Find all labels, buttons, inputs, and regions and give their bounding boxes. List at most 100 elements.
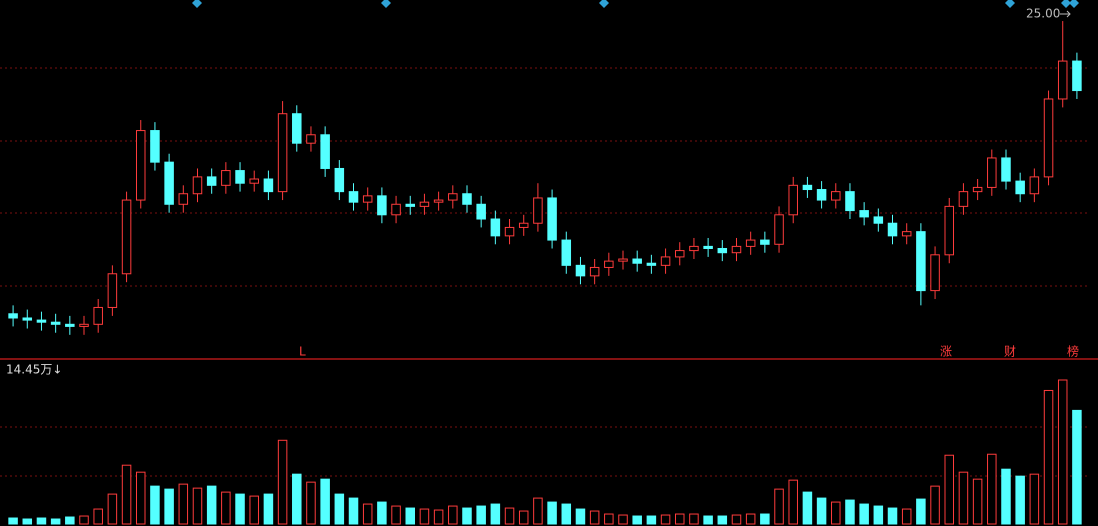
candle-body: [518, 222, 529, 228]
candle-body: [50, 321, 61, 325]
volume-bar: [476, 505, 486, 525]
candle-body: [192, 176, 203, 195]
volume-bar: [589, 510, 600, 525]
volume-bar: [377, 501, 387, 525]
candle-body: [8, 313, 18, 319]
candle-body: [774, 214, 784, 245]
volume-bar: [660, 514, 671, 525]
candle-body: [433, 199, 444, 203]
marker: [381, 0, 391, 8]
volume-bar: [50, 518, 61, 525]
candle-body: [660, 256, 671, 266]
candle-body: [135, 130, 146, 201]
volume-bar: [490, 503, 501, 525]
volume-bar: [916, 498, 926, 525]
candle-body: [547, 197, 557, 241]
volume-bar: [533, 497, 543, 525]
volume-bar: [277, 439, 288, 525]
candle-body: [292, 113, 302, 144]
volume-bar: [1029, 473, 1040, 525]
volume-bar: [348, 497, 359, 525]
volume-bar: [22, 518, 33, 525]
candle-body: [604, 260, 614, 268]
candle-body: [504, 226, 515, 237]
volume-bar: [745, 513, 756, 525]
candle-body: [121, 199, 132, 275]
volume-bar: [689, 513, 699, 525]
volume-bar: [362, 503, 373, 525]
candle-body: [79, 323, 89, 327]
candle-body: [618, 258, 628, 262]
candle-body: [306, 134, 316, 144]
candle-body: [930, 254, 940, 292]
candle-body: [476, 203, 486, 220]
volume-bar: [391, 505, 401, 525]
volume-bar: [107, 493, 118, 525]
candle-body: [1029, 176, 1040, 195]
candle-body: [958, 191, 969, 207]
marker: [1069, 0, 1079, 8]
event-marker: 榜: [1067, 344, 1079, 359]
candle-body: [731, 245, 742, 254]
candle-body: [575, 264, 586, 277]
candle-body: [717, 247, 728, 254]
volume-bar: [178, 483, 189, 525]
marker: [1005, 0, 1015, 8]
top-markers: [192, 0, 1079, 8]
event-marker: L: [299, 345, 306, 359]
volume-bar: [249, 495, 259, 525]
volume-bar: [150, 485, 160, 525]
candle-body: [1072, 60, 1082, 92]
volume-bar: [901, 508, 912, 525]
volume-bar: [760, 513, 770, 525]
volume-bar: [235, 493, 245, 525]
volume-bar: [774, 488, 784, 525]
candle-body: [703, 245, 713, 249]
volume-bar: [731, 514, 742, 525]
volume-bar: [547, 501, 557, 525]
volume-bar: [1015, 475, 1025, 525]
volume-label: 14.45万↓: [6, 363, 62, 377]
candle-body: [944, 205, 955, 256]
volume-bar: [845, 499, 855, 525]
volume-bar: [632, 515, 642, 525]
candle-body: [277, 113, 288, 193]
volume-bar: [575, 508, 586, 525]
candle-body: [802, 184, 813, 191]
volume-bar: [873, 505, 884, 525]
volume-bar: [221, 491, 231, 525]
volume-bar: [831, 501, 841, 525]
candle-body: [1043, 98, 1054, 178]
candle-body: [674, 250, 685, 258]
volume-bar: [448, 505, 458, 525]
volume-bar: [405, 507, 416, 525]
candle-body: [221, 170, 231, 186]
candle-body: [561, 239, 572, 266]
volume-bar: [93, 508, 103, 525]
volume-bar: [135, 471, 146, 525]
volume-bar: [703, 515, 713, 525]
event-marker: 财: [1004, 345, 1016, 359]
volume-bar: [36, 517, 47, 525]
volume-bar: [1057, 379, 1068, 525]
volume-bar: [1043, 389, 1054, 525]
volume-bar: [646, 515, 657, 525]
volume-bar: [518, 510, 529, 525]
candle-body: [845, 191, 855, 212]
candle-body: [831, 191, 841, 201]
candle-body: [206, 176, 217, 186]
volume-bar: [1072, 409, 1082, 525]
volume-bar: [887, 507, 898, 525]
candle-body: [589, 266, 600, 277]
candle-body: [972, 186, 983, 193]
volume-bar: [206, 485, 217, 525]
candle-body: [235, 170, 245, 184]
volume-bar: [717, 515, 728, 525]
volume-bar: [859, 503, 869, 525]
candle-body: [348, 191, 359, 203]
volume-bar: [462, 507, 472, 525]
candle-body: [362, 195, 373, 203]
volume-bar: [674, 513, 685, 525]
candle-body: [632, 258, 642, 264]
